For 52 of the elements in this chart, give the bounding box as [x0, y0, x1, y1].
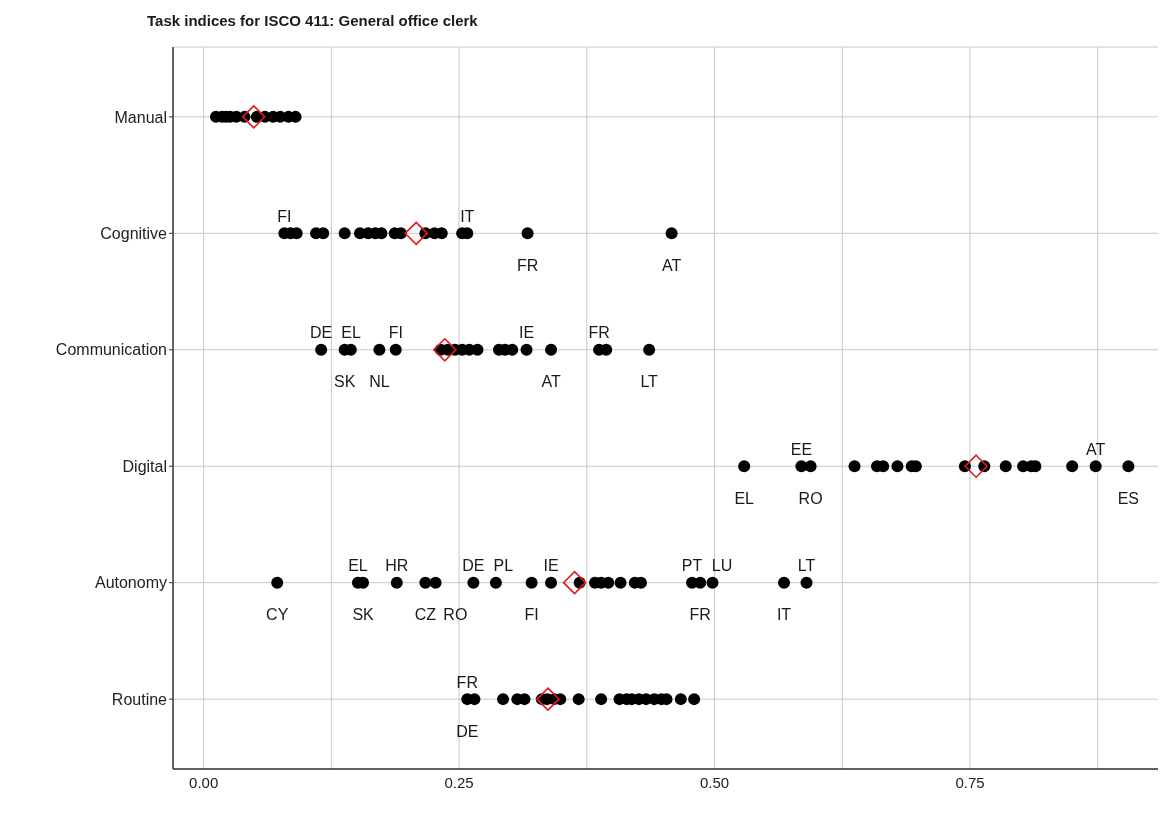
x-tick-label: 0.75	[955, 773, 985, 791]
point	[241, 105, 266, 129]
annotation: EL	[348, 557, 368, 575]
annotation: EE	[790, 440, 813, 458]
annotation: DE	[310, 324, 333, 342]
annotation: AT	[1086, 440, 1106, 458]
annotation: AT	[662, 256, 682, 274]
annotation: LT	[797, 557, 816, 575]
annotation: FI	[388, 324, 403, 342]
annotation: SK	[333, 373, 356, 391]
annotation: FI	[277, 207, 292, 225]
annotation: EL	[734, 489, 755, 507]
annotation: IT	[460, 207, 475, 225]
chart-title: Task indices for ISCO 411: General office clerk	[147, 12, 479, 29]
y-tick-label: Communication	[55, 341, 167, 359]
annotation: RO	[798, 489, 823, 507]
annotation: FR	[456, 673, 478, 691]
annotation: SK	[352, 606, 375, 624]
annotation: FI	[524, 606, 539, 624]
annotation: NL	[369, 373, 390, 391]
annotation: HR	[385, 557, 409, 575]
annotation: FR	[588, 324, 610, 342]
annotation: IT	[776, 606, 792, 624]
y-tick-label: Cognitive	[100, 225, 168, 242]
annotation: CY	[266, 606, 289, 624]
annotation: EL	[341, 324, 362, 342]
annotation: LT	[640, 373, 659, 391]
point	[432, 337, 457, 362]
point	[536, 687, 560, 711]
annotation: FR	[516, 256, 539, 274]
annotation: CZ	[414, 606, 437, 624]
annotation: RO	[443, 606, 468, 624]
annotation: PT	[681, 557, 703, 575]
y-tick-label: Manual	[114, 108, 167, 126]
annotation: DE	[462, 557, 485, 575]
y-tick-label: Autonomy	[94, 574, 167, 592]
annotation: IE	[518, 324, 535, 342]
point	[964, 454, 988, 479]
annotation: PL	[493, 557, 514, 575]
point	[404, 221, 428, 246]
x-tick-label: 0.00	[189, 773, 219, 791]
annotation: IE	[543, 557, 559, 575]
annotation: FR	[689, 606, 711, 624]
annotation: AT	[541, 373, 561, 391]
x-tick-label: 0.25	[444, 773, 474, 791]
annotation: ES	[1117, 489, 1140, 507]
y-tick-label: Digital	[122, 457, 167, 475]
annotation: LU	[711, 557, 733, 575]
point	[562, 570, 587, 595]
y-tick-label: Routine	[111, 690, 168, 708]
x-tick-label: 0.50	[699, 773, 730, 791]
annotation: DE	[456, 722, 479, 740]
